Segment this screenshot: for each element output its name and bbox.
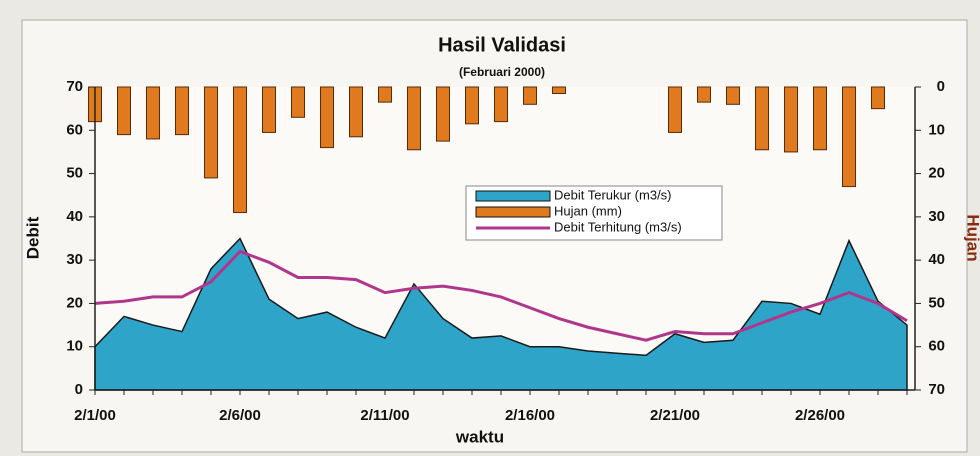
bar xyxy=(436,86,450,142)
y2-tick-label: 30 xyxy=(928,208,945,225)
legend-label: Hujan (mm) xyxy=(554,203,622,218)
bar xyxy=(465,86,479,125)
y-tick-label: 30 xyxy=(66,251,83,268)
bar xyxy=(726,86,740,105)
y-axis-label: Debit xyxy=(23,216,42,259)
bar xyxy=(552,86,566,94)
y2-tick-label: 60 xyxy=(928,338,945,355)
x-tick-label: 2/11/00 xyxy=(360,407,409,424)
bar xyxy=(233,86,247,214)
chart-title: Hasil Validasi xyxy=(438,34,566,56)
bar xyxy=(668,86,682,133)
y-tick-label: 0 xyxy=(75,381,83,398)
chart-subtitle: (Februari 2000) xyxy=(459,65,545,79)
legend-label: Debit Terhitung (m3/s) xyxy=(554,219,682,234)
y2-axis-label: Hujan xyxy=(964,214,980,261)
bar xyxy=(146,86,160,140)
x-tick-label: 2/16/00 xyxy=(505,407,555,424)
y-tick-label: 40 xyxy=(66,208,83,225)
bar xyxy=(784,86,798,153)
bar xyxy=(378,86,392,103)
x-tick-label: 2/1/00 xyxy=(74,407,116,424)
y2-tick-label: 40 xyxy=(928,251,945,268)
x-axis-label: waktu xyxy=(455,427,504,446)
line xyxy=(94,249,908,342)
legend-swatch xyxy=(475,190,551,202)
y-tick-label: 50 xyxy=(66,165,83,182)
bar xyxy=(204,86,218,179)
bar xyxy=(813,86,827,151)
bar xyxy=(349,86,363,138)
bar xyxy=(697,86,711,103)
y2-tick-label: 0 xyxy=(937,78,945,95)
y-tick-label: 10 xyxy=(66,338,83,355)
bar xyxy=(523,86,537,105)
y2-tick-label: 50 xyxy=(928,294,945,311)
bar xyxy=(407,86,421,151)
bar xyxy=(320,86,334,149)
y2-tick-label: 20 xyxy=(928,165,945,182)
y-tick-label: 70 xyxy=(66,78,83,95)
bar xyxy=(262,86,276,133)
bar xyxy=(117,86,131,136)
y-tick-label: 20 xyxy=(66,294,83,311)
bar xyxy=(842,86,856,188)
bar xyxy=(291,86,305,118)
bar xyxy=(755,86,769,151)
x-tick-label: 2/26/00 xyxy=(795,407,845,424)
x-tick-label: 2/21/00 xyxy=(650,407,700,424)
legend-swatch xyxy=(475,206,551,218)
y2-tick-label: 70 xyxy=(928,381,945,398)
x-tick-label: 2/6/00 xyxy=(219,407,261,424)
area xyxy=(94,237,908,391)
y-tick-label: 60 xyxy=(66,121,83,138)
bar xyxy=(175,86,189,136)
bar xyxy=(494,86,508,123)
y2-tick-label: 10 xyxy=(928,121,945,138)
legend-label: Debit Terukur (m3/s) xyxy=(554,187,672,202)
bar xyxy=(871,86,885,110)
